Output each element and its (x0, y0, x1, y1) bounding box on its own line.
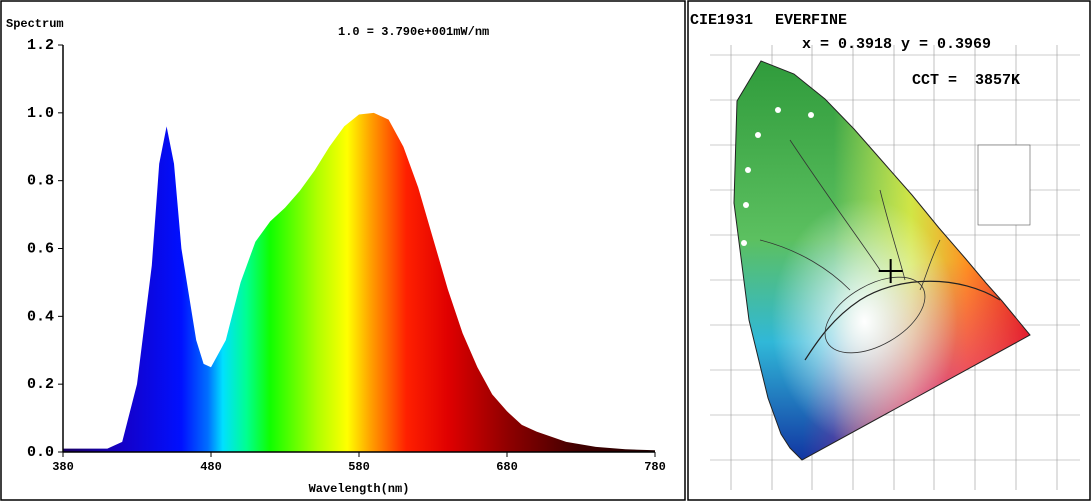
x-tick-label: 580 (348, 460, 370, 474)
right-panel-frame (687, 0, 1091, 501)
cct-value: 3857 (975, 72, 1011, 89)
y-name: y = (901, 36, 928, 53)
y-axis-title: Spectrum (6, 17, 64, 31)
cie-coordinates: x = 0.3918 y = 0.3969 (802, 36, 991, 53)
left-panel-frame (0, 0, 686, 501)
cct-name: CCT = (912, 72, 957, 89)
y-tick-label: 1.2 (27, 37, 54, 54)
y-tick-label: 0.2 (27, 376, 54, 393)
x-axis-title: Wavelength(nm) (309, 482, 410, 496)
cct-unit: K (1011, 72, 1020, 89)
y-tick-label: 1.0 (27, 105, 54, 122)
annotation: 1.0 = 3.790e+001mW/nm (338, 25, 489, 39)
x-tick-label: 480 (200, 460, 222, 474)
cie-title: CIE1931 (690, 12, 753, 29)
cie-header: CIE1931 EVERFINE (690, 12, 847, 29)
y-tick-label: 0.0 (27, 444, 54, 461)
cie-diagram (710, 45, 1080, 490)
spectrum-area (63, 112, 655, 452)
chromaticity-point (878, 259, 903, 284)
y-tick-label: 0.8 (27, 173, 54, 190)
y-tick-label: 0.6 (27, 240, 54, 257)
x-name: x = (802, 36, 829, 53)
x-tick-label: 380 (52, 460, 74, 474)
cie-brand: EVERFINE (775, 12, 847, 29)
y-tick-label: 0.4 (27, 308, 54, 325)
x-value: 0.3918 (838, 36, 892, 53)
x-tick-label: 680 (496, 460, 518, 474)
y-value: 0.3969 (937, 36, 991, 53)
cct: CCT = 3857K (912, 72, 1020, 89)
x-tick-label: 780 (644, 460, 666, 474)
